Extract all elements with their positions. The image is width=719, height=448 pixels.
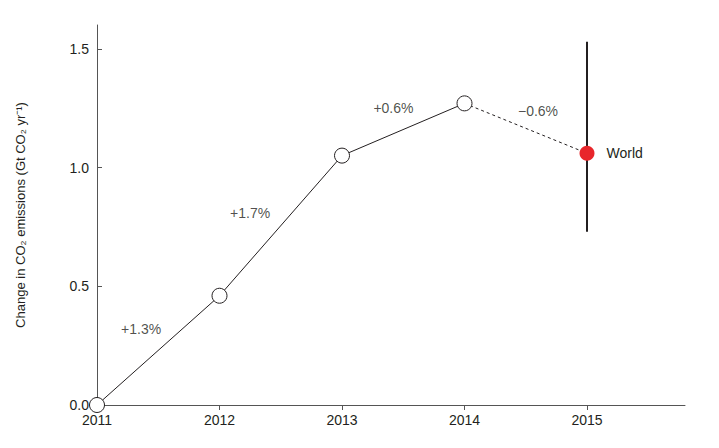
svg-text:World: World [607,145,643,161]
svg-text:+1.7%: +1.7% [230,205,270,221]
svg-text:+1.3%: +1.3% [121,321,161,337]
svg-text:−0.6%: −0.6% [518,103,558,119]
svg-text:Change in CO₂ emissions (Gt CO: Change in CO₂ emissions (Gt CO₂ yr⁻¹) [13,102,28,328]
svg-text:0.0: 0.0 [70,397,90,413]
svg-text:1.0: 1.0 [70,160,90,176]
svg-text:2013: 2013 [326,412,357,428]
svg-text:2012: 2012 [204,412,235,428]
svg-text:+0.6%: +0.6% [373,100,413,116]
svg-text:2015: 2015 [571,412,602,428]
svg-text:2011: 2011 [82,412,112,428]
svg-text:1.5: 1.5 [70,41,90,57]
svg-text:2014: 2014 [449,412,480,428]
svg-text:0.5: 0.5 [70,278,90,294]
